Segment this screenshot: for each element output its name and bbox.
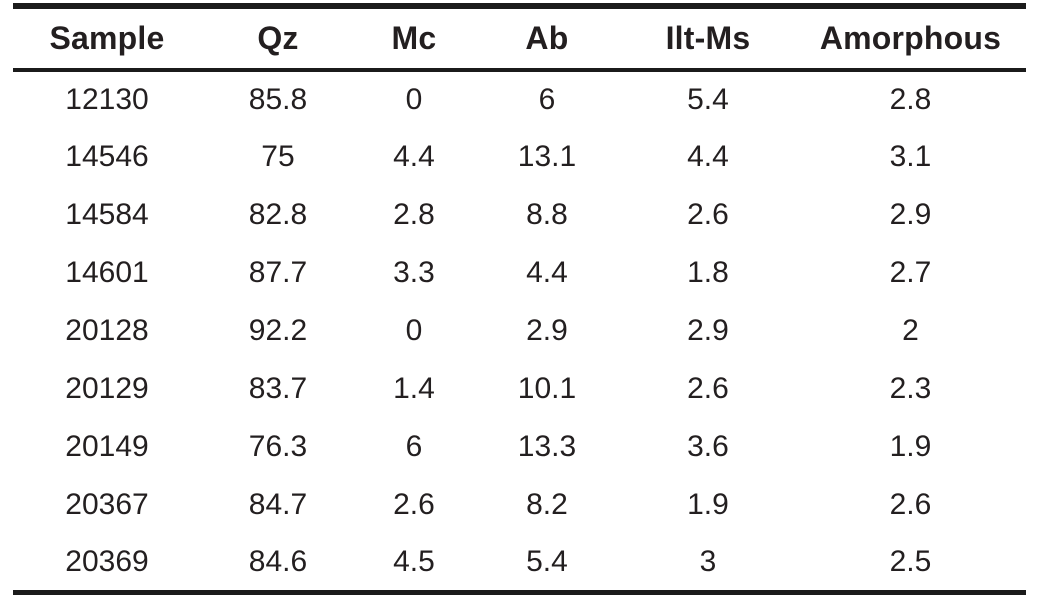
- table-row: 20367 84.7 2.6 8.2 1.9 2.6: [13, 476, 1026, 534]
- sample-id-cell: 20367: [65, 488, 149, 521]
- sample-id-cell: 12130: [65, 83, 149, 116]
- mineral-composition-table: Sample Qz Mc Ab Ilt-Ms Amorphous 12130 85.8 0 6 5…: [13, 3, 1026, 595]
- value-cell: 2.9: [889, 198, 932, 231]
- value-cell: 82.8: [248, 198, 308, 231]
- column-header-sample: Sample: [49, 20, 165, 56]
- value-cell: 3.6: [687, 430, 729, 463]
- column-header-qz: Qz: [257, 20, 299, 56]
- table-row: 20149 76.3 6 13.3 3.6 1.9: [13, 418, 1026, 476]
- value-cell: 6: [405, 430, 423, 463]
- value-cell: 2.9: [526, 314, 568, 347]
- value-cell: 1.8: [687, 256, 729, 289]
- value-cell: 2.3: [889, 372, 932, 405]
- value-cell: 2.8: [393, 198, 435, 231]
- table-row: 14546 75 4.4 13.1 4.4 3.1: [13, 128, 1026, 186]
- column-header-ilt-ms: Ilt-Ms: [665, 20, 751, 56]
- value-cell: 85.8: [248, 83, 308, 116]
- value-cell: 5.4: [687, 83, 729, 116]
- value-cell: 3.1: [889, 140, 932, 173]
- sample-id-cell: 20128: [65, 314, 149, 347]
- value-cell: 3: [699, 544, 717, 578]
- value-cell: 4.4: [393, 140, 435, 173]
- header-row: Sample Qz Mc Ab Ilt-Ms Amorphous: [13, 6, 1026, 70]
- value-cell: 1.9: [687, 488, 729, 521]
- value-cell: 1.4: [393, 372, 435, 405]
- value-cell: 8.2: [526, 488, 568, 521]
- sample-id-cell: 20149: [65, 430, 149, 463]
- value-cell: 4.5: [393, 544, 435, 578]
- value-cell: 13.1: [517, 140, 577, 173]
- sample-id-cell: 20369: [65, 544, 149, 578]
- value-cell: 8.8: [526, 198, 568, 231]
- value-cell: 0: [405, 314, 423, 347]
- value-cell: 76.3: [248, 430, 308, 463]
- value-cell: 1.9: [889, 430, 932, 463]
- value-cell: 84.6: [248, 544, 308, 578]
- value-cell: 2.6: [687, 372, 729, 405]
- value-cell: 2.6: [393, 488, 435, 521]
- value-cell: 13.3: [517, 430, 577, 463]
- sample-id-cell: 14601: [65, 256, 149, 289]
- table-row: 20128 92.2 0 2.9 2.9 2: [13, 302, 1026, 360]
- table-row: 12130 85.8 0 6 5.4 2.8: [13, 70, 1026, 128]
- value-cell: 2.7: [889, 256, 932, 289]
- table-row: 14584 82.8 2.8 8.8 2.6 2.9: [13, 186, 1026, 244]
- value-cell: 2.6: [687, 198, 729, 231]
- value-cell: 2.6: [889, 488, 932, 521]
- value-cell: 83.7: [248, 372, 308, 405]
- table-row: 14601 87.7 3.3 4.4 1.8 2.7: [13, 244, 1026, 302]
- table-body: 12130 85.8 0 6 5.4 2.8 14546 75 4.4 13.1 4.4 3.1 145…: [13, 70, 1026, 592]
- sample-id-cell: 14546: [65, 140, 149, 173]
- table-row: 20129 83.7 1.4 10.1 2.6 2.3: [13, 360, 1026, 418]
- value-cell: 0: [405, 83, 423, 116]
- value-cell: 5.4: [526, 544, 568, 578]
- value-cell: 87.7: [248, 256, 308, 289]
- value-cell: 10.1: [517, 372, 577, 405]
- value-cell: 3.3: [393, 256, 435, 289]
- value-cell: 84.7: [248, 488, 308, 521]
- value-cell: 6: [538, 83, 556, 116]
- value-cell: 4.4: [526, 256, 568, 289]
- sample-id-cell: 14584: [65, 198, 149, 231]
- sample-id-cell: 20129: [65, 372, 149, 405]
- column-header-mc: Mc: [391, 20, 437, 56]
- value-cell: 2.9: [687, 314, 729, 347]
- value-cell: 75: [261, 140, 295, 173]
- value-cell: 4.4: [687, 140, 729, 173]
- value-cell: 2: [902, 314, 919, 347]
- value-cell: 92.2: [248, 314, 308, 347]
- table-row: 20369 84.6 4.5 5.4 3 2.5: [13, 534, 1026, 592]
- column-header-amorphous: Amorphous: [819, 20, 1002, 56]
- value-cell: 2.8: [889, 83, 932, 116]
- value-cell: 2.5: [889, 544, 932, 578]
- column-header-ab: Ab: [525, 20, 569, 56]
